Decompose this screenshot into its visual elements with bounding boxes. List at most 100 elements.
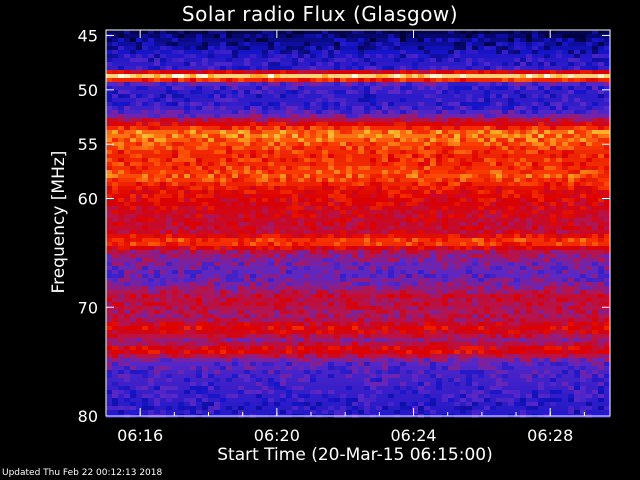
heatmap-cell xyxy=(190,346,196,350)
heatmap-cell xyxy=(136,338,142,342)
heatmap-cell xyxy=(394,366,400,370)
heatmap-cell xyxy=(526,262,532,266)
heatmap-cell xyxy=(586,286,592,290)
heatmap-cell xyxy=(556,182,562,186)
heatmap-cell xyxy=(340,102,346,106)
heatmap-cell xyxy=(346,222,352,226)
heatmap-cell xyxy=(112,354,118,358)
heatmap-cell xyxy=(496,70,502,74)
heatmap-cell xyxy=(322,58,328,62)
heatmap-cell xyxy=(334,174,340,178)
heatmap-cell xyxy=(322,150,328,154)
heatmap-cell xyxy=(430,362,436,366)
heatmap-cell xyxy=(598,398,604,402)
heatmap-cell xyxy=(274,294,280,298)
heatmap-cell xyxy=(136,302,142,306)
heatmap-cell xyxy=(472,290,478,294)
heatmap-cell xyxy=(430,74,436,78)
heatmap-cell xyxy=(466,314,472,318)
heatmap-cell xyxy=(190,382,196,386)
heatmap-cell xyxy=(124,242,130,246)
heatmap-cell xyxy=(388,190,394,194)
heatmap-cell xyxy=(424,326,430,330)
heatmap-cell xyxy=(508,190,514,194)
heatmap-cell xyxy=(460,130,466,134)
heatmap-cell xyxy=(436,254,442,258)
heatmap-cell xyxy=(232,154,238,158)
heatmap-cell xyxy=(406,250,412,254)
heatmap-cell xyxy=(124,106,130,110)
heatmap-cell xyxy=(160,354,166,358)
heatmap-cell xyxy=(370,326,376,330)
heatmap-cell xyxy=(328,326,334,330)
heatmap-cell xyxy=(196,46,202,50)
heatmap-cell xyxy=(280,130,286,134)
heatmap-cell xyxy=(496,46,502,50)
heatmap-cell xyxy=(442,150,448,154)
heatmap-cell xyxy=(496,34,502,38)
heatmap-cell xyxy=(388,34,394,38)
heatmap-cell xyxy=(136,86,142,90)
heatmap-cell xyxy=(532,286,538,290)
heatmap-cell xyxy=(466,226,472,230)
heatmap-cell xyxy=(316,322,322,326)
heatmap-cell xyxy=(364,54,370,58)
heatmap-cell xyxy=(382,162,388,166)
heatmap-cell xyxy=(478,370,484,374)
heatmap-cell xyxy=(310,154,316,158)
heatmap-cell xyxy=(214,134,220,138)
heatmap-cell xyxy=(364,326,370,330)
heatmap-cell xyxy=(550,206,556,210)
heatmap-cell xyxy=(532,50,538,54)
heatmap-cell xyxy=(358,30,364,34)
heatmap-cell xyxy=(322,106,328,110)
heatmap-cell xyxy=(220,350,226,354)
heatmap-cell xyxy=(298,46,304,50)
heatmap-cell xyxy=(226,334,232,338)
heatmap-cell xyxy=(604,318,610,322)
heatmap-cell xyxy=(544,370,550,374)
heatmap-cell xyxy=(508,158,514,162)
heatmap-cell xyxy=(274,54,280,58)
heatmap-cell xyxy=(304,378,310,382)
heatmap-cell xyxy=(454,234,460,238)
heatmap-cell xyxy=(226,126,232,130)
heatmap-cell xyxy=(466,166,472,170)
heatmap-cell xyxy=(580,130,586,134)
heatmap-cell xyxy=(352,326,358,330)
heatmap-cell xyxy=(190,270,196,274)
heatmap-cell xyxy=(496,326,502,330)
heatmap-cell xyxy=(340,34,346,38)
heatmap-cell xyxy=(286,338,292,342)
heatmap-cell xyxy=(532,94,538,98)
heatmap-cell xyxy=(544,54,550,58)
heatmap-cell xyxy=(328,34,334,38)
heatmap-cell xyxy=(562,354,568,358)
heatmap-cell xyxy=(598,90,604,94)
heatmap-cell xyxy=(520,46,526,50)
heatmap-cell xyxy=(448,186,454,190)
heatmap-cell xyxy=(112,398,118,402)
heatmap-cell xyxy=(130,70,136,74)
heatmap-cell xyxy=(196,374,202,378)
heatmap-cell xyxy=(184,338,190,342)
heatmap-cell xyxy=(400,362,406,366)
heatmap-cell xyxy=(442,110,448,114)
heatmap-cell xyxy=(508,230,514,234)
heatmap-cell xyxy=(436,162,442,166)
heatmap-cell xyxy=(538,142,544,146)
heatmap-cell xyxy=(280,266,286,270)
heatmap-cell xyxy=(292,406,298,410)
heatmap-cell xyxy=(178,94,184,98)
heatmap-cell xyxy=(310,62,316,66)
heatmap-cell xyxy=(190,294,196,298)
heatmap-cell xyxy=(604,122,610,126)
heatmap-cell xyxy=(196,126,202,130)
heatmap-cell xyxy=(346,302,352,306)
heatmap-cell xyxy=(238,94,244,98)
heatmap-cell xyxy=(208,106,214,110)
heatmap-cell xyxy=(454,362,460,366)
heatmap-cell xyxy=(490,94,496,98)
heatmap-cell xyxy=(586,222,592,226)
heatmap-cell xyxy=(142,102,148,106)
